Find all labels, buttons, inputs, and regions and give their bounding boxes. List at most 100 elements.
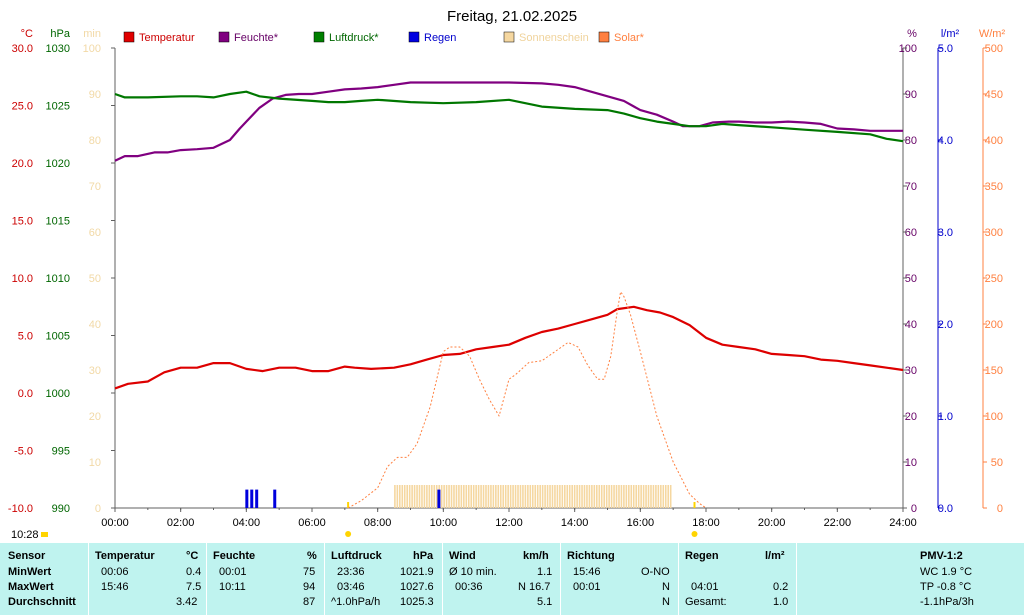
rain-total-label: Gesamt: bbox=[685, 596, 727, 608]
solar-tick-label: 250 bbox=[985, 273, 1003, 285]
hum-tick-label: 40 bbox=[905, 319, 917, 331]
series-lines bbox=[114, 81, 904, 509]
min-tick-label: 40 bbox=[89, 319, 101, 331]
min-tick-label: 80 bbox=[89, 135, 101, 147]
rain-tick-label: 5.0 bbox=[938, 43, 953, 55]
rain-unit-label: l/m² bbox=[941, 28, 960, 40]
sunshine-bar bbox=[603, 485, 605, 508]
sunshine-bar bbox=[645, 485, 647, 508]
solar-tick-label: 50 bbox=[991, 457, 1003, 469]
press-tick-label: 995 bbox=[52, 446, 70, 458]
sunshine-bar bbox=[440, 485, 443, 508]
sunshine-bar bbox=[650, 485, 652, 508]
temp-max-value: 7.5 bbox=[186, 581, 202, 593]
sunshine-bar bbox=[563, 485, 566, 508]
rain-total: 1.0 bbox=[773, 596, 789, 608]
sunshine-bar bbox=[485, 485, 487, 508]
sunshine-bar bbox=[443, 485, 445, 508]
sunshine-bar bbox=[652, 485, 655, 508]
hum-tick-label: 90 bbox=[905, 89, 917, 101]
press-tick-label: 1010 bbox=[46, 273, 70, 285]
wind-unit: km/h bbox=[523, 550, 549, 562]
solar-tick-label: 350 bbox=[985, 181, 1003, 193]
dir-max-value: N bbox=[662, 581, 670, 593]
press-min-time: 23:36 bbox=[337, 566, 365, 578]
temp-tick-label: 5.0 bbox=[18, 331, 33, 343]
sunshine-bar bbox=[428, 485, 431, 508]
pmv-pressure-trend: -1.1hPa/3h bbox=[920, 596, 974, 608]
sunshine-bar bbox=[455, 485, 458, 508]
solar-tick-label: 200 bbox=[985, 319, 1003, 331]
sunshine-bar bbox=[534, 485, 537, 508]
temp-tick-label: 20.0 bbox=[12, 158, 33, 170]
rain-bar bbox=[437, 489, 441, 508]
sunshine-bar bbox=[399, 485, 401, 508]
temp-unit-label: °C bbox=[21, 28, 33, 40]
sunshine-bar bbox=[596, 485, 598, 508]
sunshine-bar bbox=[450, 485, 453, 508]
sunshine-bar bbox=[546, 485, 549, 508]
x-tick-label: 00:00 bbox=[101, 517, 129, 529]
temp-tick-label: 25.0 bbox=[12, 101, 33, 113]
x-tick-label: 14:00 bbox=[561, 517, 589, 529]
sunshine-bar bbox=[519, 485, 522, 508]
press-avg: 1025.3 bbox=[400, 596, 434, 608]
sunshine-bar bbox=[586, 485, 588, 508]
sunshine-bar bbox=[593, 485, 596, 508]
min-tick-label: 60 bbox=[89, 227, 101, 239]
sunshine-bar bbox=[448, 485, 450, 508]
min-tick-label: 10 bbox=[89, 457, 101, 469]
x-tick-label: 16:00 bbox=[627, 517, 655, 529]
hum-min-value: 75 bbox=[303, 566, 316, 578]
legend-swatch bbox=[313, 31, 325, 43]
sunshine-bar bbox=[477, 485, 480, 508]
legend-swatch bbox=[123, 31, 135, 43]
sunshine-bar bbox=[664, 485, 667, 508]
hum-tick-label: 20 bbox=[905, 411, 917, 423]
sunshine-bar bbox=[463, 485, 465, 508]
x-tick-label: 12:00 bbox=[495, 517, 523, 529]
weather-chart: Freitag, 21.02.2025 Temperatur Feuchte* Lu… bbox=[8, 8, 1006, 541]
sunshine-bar bbox=[472, 485, 475, 508]
press-unit-label: hPa bbox=[50, 28, 70, 40]
sunshine-bar bbox=[642, 485, 645, 508]
sunshine-bar bbox=[667, 485, 670, 508]
sunshine-bar bbox=[544, 485, 546, 508]
min-tick-label: 90 bbox=[89, 89, 101, 101]
legend-label: Temperatur bbox=[139, 32, 195, 44]
press-tick-label: 1020 bbox=[46, 158, 70, 170]
sunshine-bar bbox=[662, 485, 665, 508]
sunshine-bar bbox=[411, 485, 413, 508]
press-tick-label: 1000 bbox=[46, 388, 70, 400]
temp-tick-label: 0.0 bbox=[18, 388, 33, 400]
legend-swatch bbox=[218, 31, 230, 43]
solar-tick-label: 100 bbox=[985, 411, 1003, 423]
rain-max-time: 04:01 bbox=[691, 581, 719, 593]
wind-max-value: N 16.7 bbox=[518, 581, 551, 593]
sunshine-bar bbox=[625, 485, 628, 508]
x-tick-label: 22:00 bbox=[824, 517, 852, 529]
sunshine-bar bbox=[490, 485, 492, 508]
wind-header: Wind bbox=[449, 550, 476, 562]
series-solar bbox=[347, 291, 707, 509]
sunshine-bar bbox=[394, 485, 396, 508]
temp-tick-label: 30.0 bbox=[12, 43, 33, 55]
rain-tick-label: 3.0 bbox=[938, 227, 953, 239]
min-tick-label: 100 bbox=[83, 43, 101, 55]
sunshine-bar bbox=[497, 485, 500, 508]
sunshine-bar bbox=[549, 485, 551, 508]
sunshine-bar bbox=[517, 485, 519, 508]
temp-max-time: 15:46 bbox=[101, 581, 129, 593]
rain-tick-label: 2.0 bbox=[938, 319, 953, 331]
sunshine-bar bbox=[416, 485, 418, 508]
legend-label: Feuchte* bbox=[234, 32, 279, 44]
sunshine-bar bbox=[556, 485, 559, 508]
hum-unit-label: % bbox=[907, 28, 917, 40]
min-tick-label: 20 bbox=[89, 411, 101, 423]
sunshine-bar bbox=[630, 485, 633, 508]
sunshine-bar bbox=[618, 485, 620, 508]
solar-tick-label: 150 bbox=[985, 365, 1003, 377]
rain-tick-label: 1.0 bbox=[938, 411, 953, 423]
sunshine-bar bbox=[418, 485, 421, 508]
legend-label: Sonnenschein bbox=[519, 32, 589, 44]
